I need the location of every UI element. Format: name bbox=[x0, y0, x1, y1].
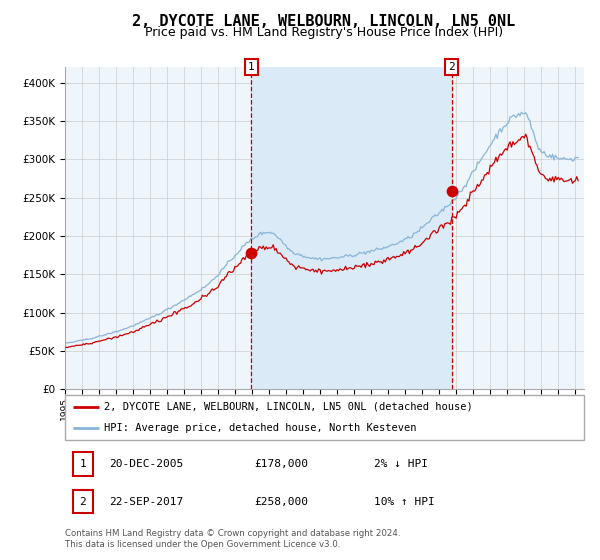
Text: 10% ↑ HPI: 10% ↑ HPI bbox=[374, 497, 434, 507]
Point bbox=[447, 187, 457, 196]
Text: HPI: Average price, detached house, North Kesteven: HPI: Average price, detached house, Nort… bbox=[104, 422, 416, 432]
Text: 1: 1 bbox=[80, 459, 86, 469]
Text: Contains HM Land Registry data © Crown copyright and database right 2024.
This d: Contains HM Land Registry data © Crown c… bbox=[65, 529, 400, 549]
Text: 1: 1 bbox=[248, 62, 255, 72]
Text: 2: 2 bbox=[80, 497, 86, 507]
FancyBboxPatch shape bbox=[73, 490, 93, 514]
Text: 2, DYCOTE LANE, WELBOURN, LINCOLN, LN5 0NL: 2, DYCOTE LANE, WELBOURN, LINCOLN, LN5 0… bbox=[133, 14, 515, 29]
Bar bbox=[251, 67, 452, 389]
Text: 2, DYCOTE LANE, WELBOURN, LINCOLN, LN5 0NL (detached house): 2, DYCOTE LANE, WELBOURN, LINCOLN, LN5 0… bbox=[104, 402, 472, 412]
Text: 22-SEP-2017: 22-SEP-2017 bbox=[109, 497, 183, 507]
Text: Price paid vs. HM Land Registry's House Price Index (HPI): Price paid vs. HM Land Registry's House … bbox=[145, 26, 503, 39]
Text: 2% ↓ HPI: 2% ↓ HPI bbox=[374, 459, 428, 469]
Text: £258,000: £258,000 bbox=[254, 497, 308, 507]
Text: 20-DEC-2005: 20-DEC-2005 bbox=[109, 459, 183, 469]
Point bbox=[247, 248, 256, 257]
FancyBboxPatch shape bbox=[65, 395, 584, 440]
Text: £178,000: £178,000 bbox=[254, 459, 308, 469]
FancyBboxPatch shape bbox=[73, 452, 93, 476]
Text: 2: 2 bbox=[448, 62, 455, 72]
